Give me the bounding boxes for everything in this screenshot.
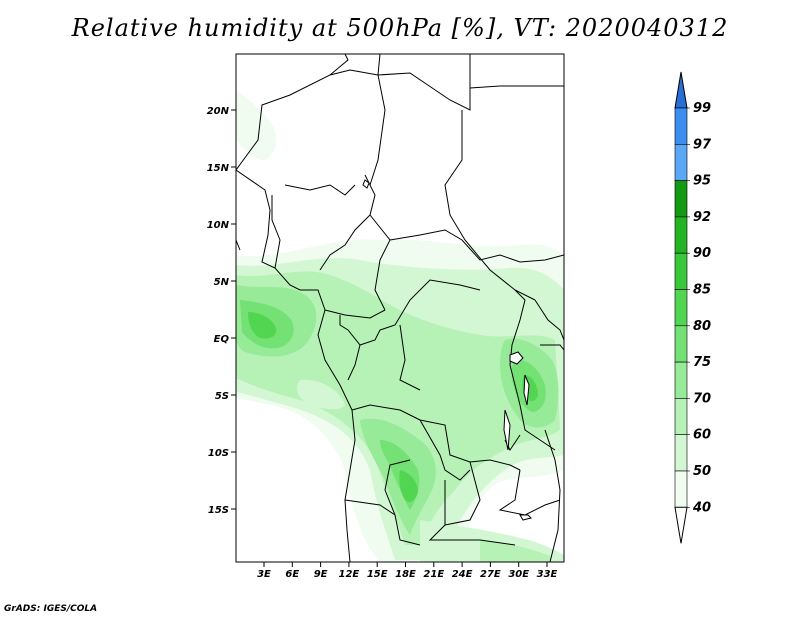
colorbar-label: 97 [693, 137, 712, 152]
colorbar-segment [674, 107, 688, 145]
lon-tick-label: 21E [423, 569, 444, 580]
colorbar-segment [674, 361, 688, 399]
colorbar-label: 70 [693, 391, 711, 406]
colorbar-label: 92 [693, 210, 711, 225]
colorbar-segment [674, 252, 688, 290]
lat-tick-label: 5S [215, 391, 229, 402]
colorbar-min-arrow [674, 506, 688, 544]
lat-tick-label: 15S [208, 505, 229, 516]
colorbar-label: 80 [693, 319, 711, 334]
colorbar: 99 97 95 92 90 85 80 75 70 60 50 40 [674, 71, 712, 544]
colorbar-label: 99 [693, 101, 711, 116]
colorbar-label: 50 [693, 464, 711, 479]
colorbar-segment [674, 289, 688, 327]
map-title: Relative humidity at 500hPa [%], VT: 202… [71, 14, 729, 42]
lon-tick-label: 15E [367, 569, 388, 580]
colorbar-segment [674, 398, 688, 435]
lakes [362, 179, 532, 521]
colorbar-segment [674, 470, 688, 508]
colorbar-segment [674, 144, 688, 181]
country-borders [236, 54, 564, 562]
lon-tick-label: 12E [339, 569, 360, 580]
colorbar-label: 40 [692, 500, 711, 515]
humidity-shading [236, 90, 564, 562]
lat-tick-label: 10S [208, 448, 229, 459]
colorbar-label: 90 [693, 246, 711, 261]
lon-tick-label: 3E [257, 569, 271, 580]
colorbar-max-arrow [674, 71, 688, 109]
lat-tick-label: EQ [214, 334, 230, 345]
lat-tick-label: 10N [207, 220, 230, 231]
colorbar-segment [674, 180, 688, 218]
colorbar-label: 95 [693, 174, 711, 189]
colorbar-label: 85 [693, 283, 711, 298]
colorbar-segment [674, 216, 688, 254]
lon-tick-label: 27E [480, 569, 501, 580]
latitude-axis: 20N 15N 10N 5N EQ 5S 10S 15S [207, 106, 236, 516]
colorbar-label: 75 [693, 355, 711, 370]
credit-label: GrADS: IGES/COLA [4, 604, 98, 614]
lon-tick-label: 18E [395, 569, 416, 580]
lat-tick-label: 5N [214, 277, 230, 288]
lon-tick-label: 33E [537, 569, 558, 580]
colorbar-label: 60 [693, 428, 711, 443]
lon-tick-label: 6E [285, 569, 299, 580]
lat-tick-label: 15N [207, 163, 230, 174]
lon-tick-label: 30E [508, 569, 529, 580]
lon-tick-label: 9E [314, 569, 328, 580]
colorbar-segment [674, 325, 688, 363]
lon-tick-label: 24E [452, 569, 473, 580]
colorbar-segment [674, 434, 688, 472]
map-frame [235, 53, 565, 563]
lat-tick-label: 20N [207, 106, 230, 117]
longitude-axis: 3E 6E 9E 12E 15E 18E 21E 24E 27E 30E 33E [257, 562, 558, 580]
